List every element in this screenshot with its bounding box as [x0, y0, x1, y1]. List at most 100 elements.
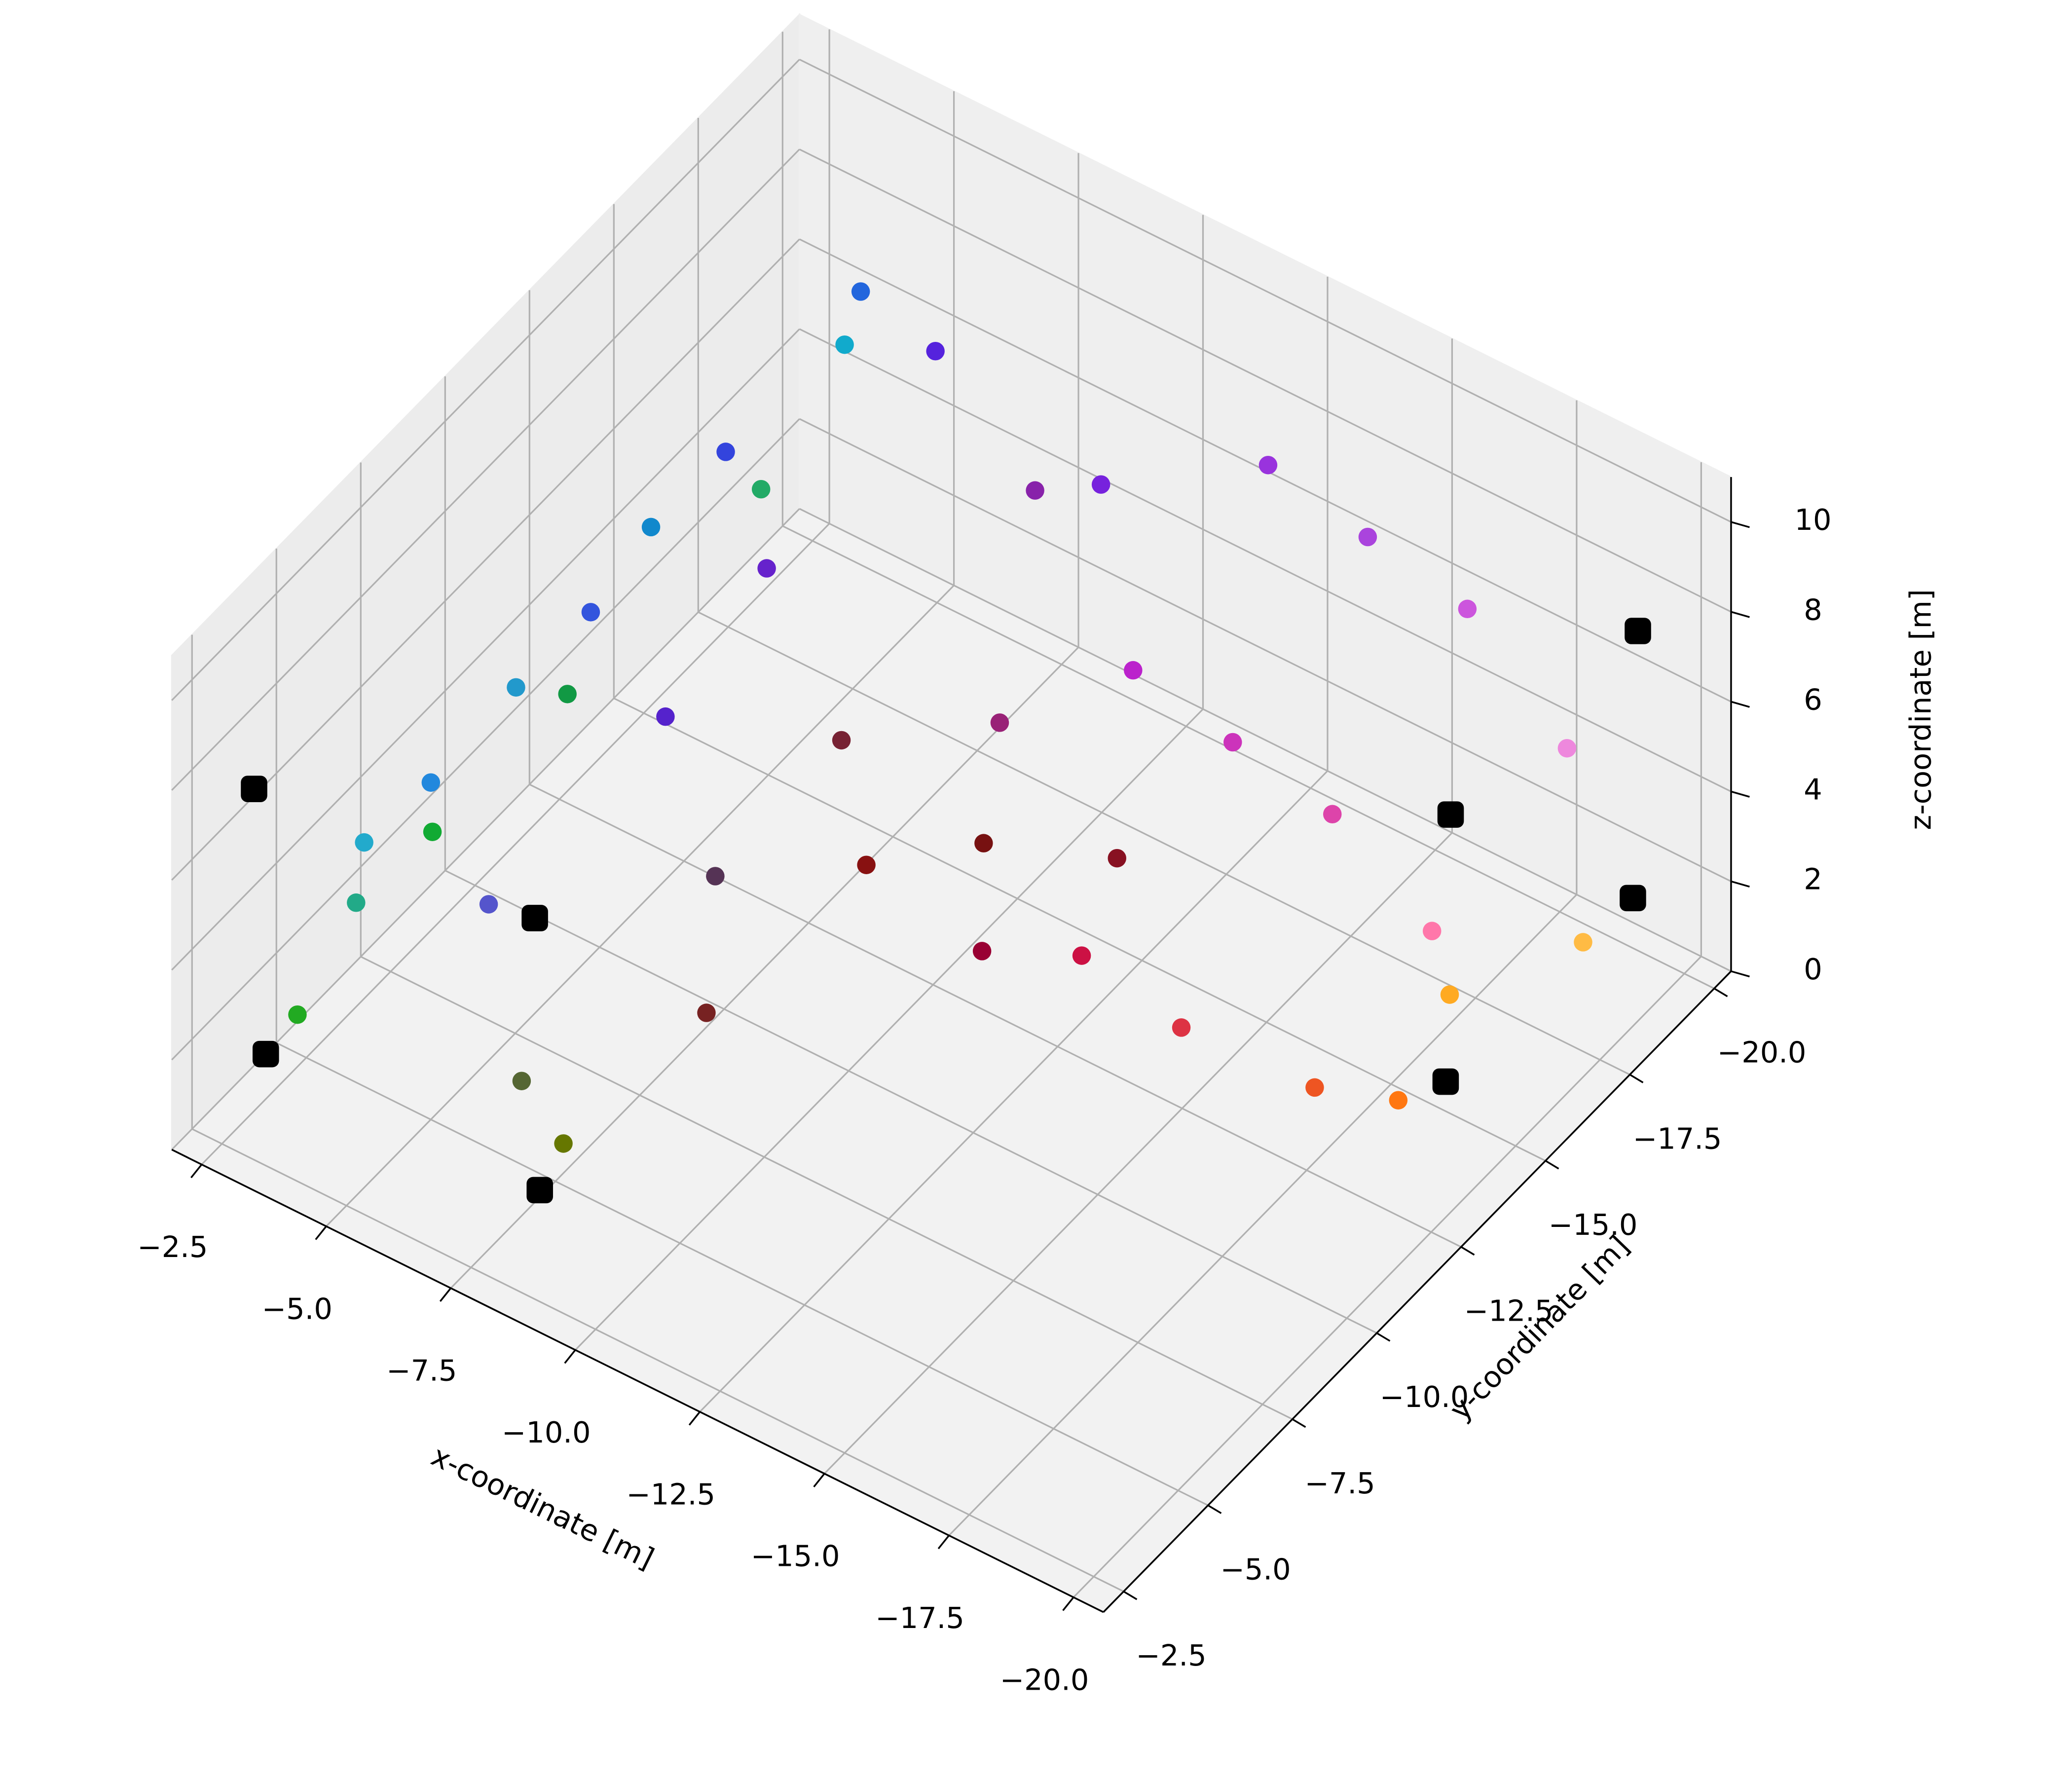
scatter-point: [757, 559, 776, 578]
tick-mark: [1460, 1246, 1475, 1256]
marker-point: [521, 905, 548, 931]
scatter-point: [355, 833, 373, 852]
scatter-point: [1026, 481, 1044, 500]
x-tick-label: −20.0: [1000, 1663, 1089, 1697]
tick-mark: [1731, 790, 1750, 798]
grid-line: [799, 418, 1732, 883]
scatter-point: [835, 335, 854, 354]
scatter-point: [926, 341, 945, 361]
tick-mark: [315, 1225, 327, 1240]
tick-mark: [813, 1473, 825, 1487]
tick-mark: [688, 1411, 701, 1426]
scatter-point: [1223, 733, 1242, 752]
grid-line: [799, 148, 1732, 613]
marker-point: [1432, 1068, 1459, 1095]
scatter-point: [507, 678, 525, 697]
y-tick-label: −20.0: [1717, 1036, 1807, 1070]
scatter-point: [1557, 739, 1577, 758]
scatter-point: [716, 443, 735, 461]
marker-point: [1620, 885, 1646, 912]
panes: [170, 13, 1733, 1613]
x-tick-label: −12.5: [626, 1477, 715, 1511]
x-tick-label: −15.0: [751, 1539, 840, 1573]
scatter-point: [832, 731, 851, 750]
grid-line: [191, 1128, 1124, 1592]
scatter-point: [1124, 661, 1143, 680]
tick-mark: [1731, 521, 1750, 528]
x-tick-label: −17.5: [875, 1601, 964, 1635]
y-tick-label: −12.5: [1464, 1294, 1554, 1328]
scatter-point: [1323, 805, 1342, 824]
grid-line: [171, 418, 800, 1061]
grid-line: [171, 148, 800, 791]
tick-mark: [190, 1164, 203, 1179]
grid-line: [799, 328, 1732, 792]
grid-line: [799, 59, 1732, 523]
scatter-point: [1258, 455, 1278, 475]
scatter-point: [479, 895, 498, 914]
tick-mark: [1123, 1591, 1138, 1600]
z-tick-label: 8: [1804, 592, 1822, 627]
x-axis-label: x-coordinate [m]: [426, 1439, 660, 1576]
y-tick-label: −2.5: [1136, 1638, 1207, 1672]
grid-line: [276, 1042, 1209, 1506]
scatter-point: [1072, 946, 1091, 965]
tick-mark: [1629, 1073, 1644, 1083]
y-tick-label: −17.5: [1633, 1121, 1722, 1155]
scatter-point: [706, 867, 725, 886]
scatter-point: [851, 282, 870, 301]
scatter-point: [641, 518, 661, 537]
tick-mark: [937, 1535, 950, 1550]
scatter-point: [1458, 599, 1477, 619]
grid-line: [444, 870, 1377, 1334]
y-tick-label: −15.0: [1549, 1208, 1638, 1242]
grid-line: [171, 328, 800, 971]
z-tick-label: 6: [1804, 682, 1822, 716]
scatter-point: [857, 855, 876, 874]
scatter-point: [990, 713, 1009, 732]
tick-mark: [1731, 970, 1750, 978]
tick-mark: [1731, 611, 1750, 618]
marker-point: [252, 1040, 279, 1068]
tick-mark: [1292, 1418, 1306, 1428]
scatter-point: [512, 1072, 531, 1090]
tick-mark: [564, 1349, 576, 1364]
axes: −2.5 −5.0 −7.5 −10.0 −12.5 −15.0 −17.5 −20.0 −2.…: [137, 477, 1831, 1697]
scatter-point: [697, 1003, 716, 1022]
scatter-point: [347, 893, 366, 912]
grid-line: [171, 238, 800, 881]
scatter-point: [1108, 849, 1126, 868]
grid-line: [698, 611, 1630, 1075]
x-tick-label: −10.0: [502, 1415, 591, 1449]
grid-line: [782, 525, 1715, 990]
x-tick-label: −5.0: [262, 1292, 333, 1326]
tick-mark: [1545, 1160, 1559, 1170]
scatter-point: [1440, 985, 1459, 1004]
scatter-point: [421, 773, 441, 792]
marker-point: [241, 776, 267, 802]
tick-mark: [1731, 701, 1750, 708]
scatter-point: [558, 685, 577, 703]
scatter-point: [554, 1134, 573, 1153]
grid-line: [360, 956, 1293, 1420]
scatter-point: [581, 603, 600, 622]
tick-mark: [439, 1288, 452, 1302]
tick-mark: [1062, 1596, 1074, 1611]
scatter-point: [1358, 527, 1377, 547]
scatter-point: [656, 707, 675, 726]
z-tick-label: 4: [1804, 773, 1822, 807]
marker-point: [526, 1177, 553, 1204]
x-tick-label: −2.5: [137, 1230, 208, 1264]
y-tick-label: −10.0: [1380, 1380, 1469, 1414]
scatter-point: [288, 1005, 307, 1024]
y-axis-line: [1103, 970, 1732, 1613]
scatter-point: [1574, 933, 1592, 952]
grid-line: [529, 783, 1462, 1248]
tick-mark: [1731, 880, 1750, 888]
y-tick-label: −7.5: [1305, 1466, 1375, 1500]
tick-mark: [1207, 1504, 1222, 1514]
scatter-point: [751, 480, 771, 499]
grid-line: [799, 508, 1732, 972]
